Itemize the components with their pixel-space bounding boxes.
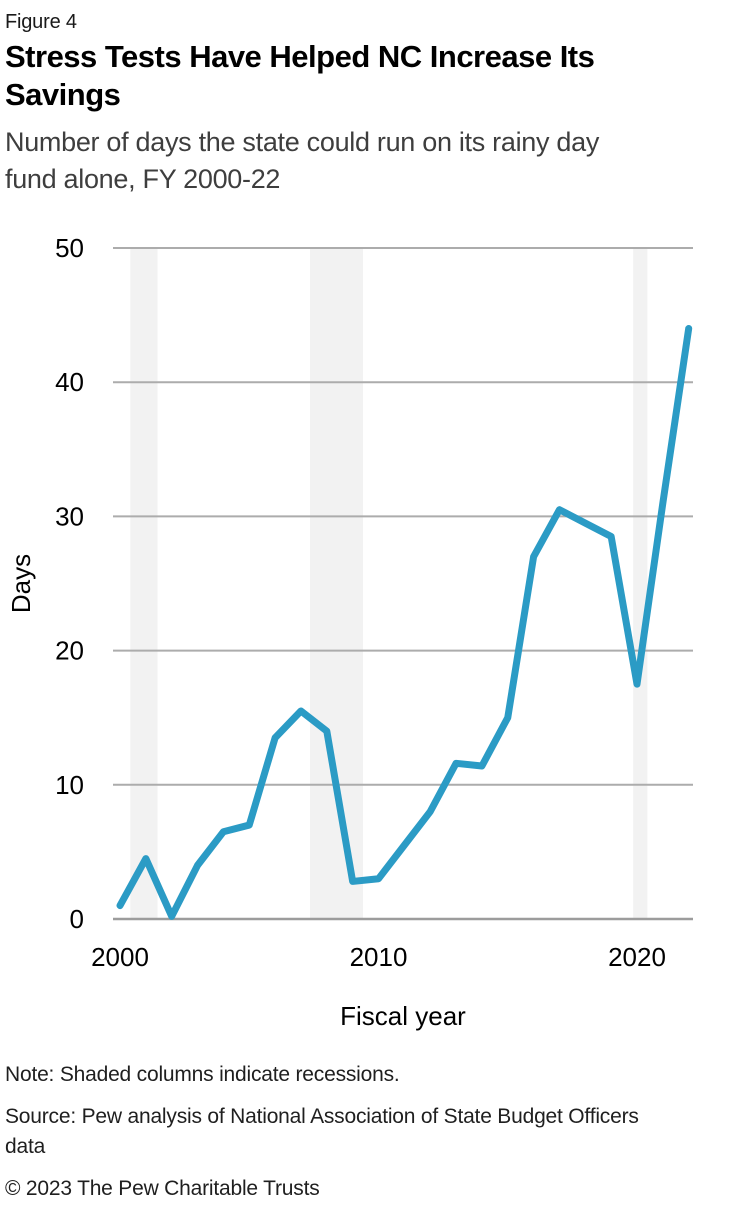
copyright-text: © 2023 The Pew Charitable Trusts bbox=[5, 1177, 320, 1200]
x-tick-label: 2010 bbox=[350, 942, 408, 972]
y-tick-label: 10 bbox=[55, 770, 84, 800]
note-text: Note: Shaded columns indicate recessions… bbox=[5, 1063, 400, 1086]
y-tick-label: 30 bbox=[55, 501, 84, 531]
chart-svg: 0 10 20 30 40 50 Days 2000 2010 2020 Fiscal year bbox=[6, 233, 693, 1031]
chart-title: Stress Tests Have Helped NC Increase Its… bbox=[5, 39, 595, 112]
y-tick-label: 20 bbox=[55, 636, 84, 666]
figure-number-label: Figure 4 bbox=[5, 11, 77, 33]
line-chart: 0 10 20 30 40 50 Days 2000 2010 2020 Fiscal year bbox=[0, 230, 732, 1044]
x-axis-title: Fiscal year bbox=[340, 1001, 466, 1031]
recession-band bbox=[309, 248, 363, 919]
y-tick-label: 50 bbox=[55, 233, 84, 263]
chart-footer: Note: Shaded columns indicate recessions… bbox=[5, 1060, 732, 1204]
x-tick-label: 2000 bbox=[91, 942, 149, 972]
source-text: Source: Pew analysis of National Associa… bbox=[5, 1105, 639, 1158]
y-tick-label: 40 bbox=[55, 367, 84, 397]
y-axis-title: Days bbox=[6, 554, 36, 613]
chart-subtitle: Number of days the state could run on it… bbox=[5, 127, 600, 194]
y-tick-label: 0 bbox=[70, 904, 84, 934]
recession-band bbox=[130, 248, 158, 919]
recession-band bbox=[633, 248, 648, 919]
chart-line bbox=[116, 325, 693, 920]
x-tick-label: 2020 bbox=[608, 942, 666, 972]
